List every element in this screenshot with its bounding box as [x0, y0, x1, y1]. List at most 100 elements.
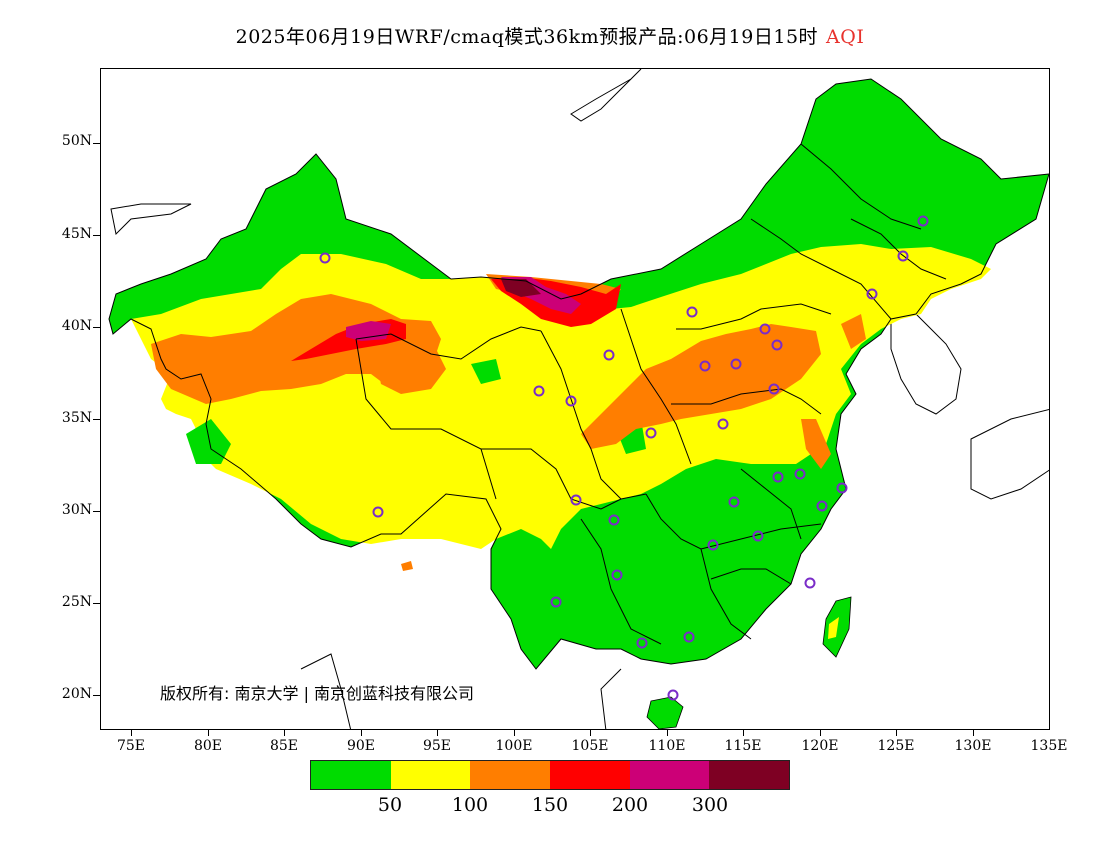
- province-boundary: [355, 338, 497, 500]
- lat-tick: [93, 235, 101, 236]
- station-marker: [570, 494, 582, 506]
- station-marker: [611, 569, 623, 581]
- station-marker: [794, 468, 806, 480]
- title-variable: AQI: [826, 26, 865, 48]
- lon-tick: [361, 729, 362, 736]
- lat-label: 45N: [61, 226, 92, 242]
- map-title: 2025年06月19日WRF/cmaq模式36km预报产品:06月19日15时 A…: [0, 22, 1100, 49]
- station-marker: [866, 288, 878, 300]
- province-boundary: [800, 143, 922, 230]
- station-marker: [771, 339, 783, 351]
- station-marker: [645, 427, 657, 439]
- lon-label: 125E: [877, 738, 915, 754]
- province-boundary: [355, 326, 542, 360]
- lon-label: 85E: [269, 738, 299, 754]
- province-boundary: [710, 568, 792, 585]
- station-marker: [707, 539, 719, 551]
- lon-tick: [820, 729, 821, 736]
- kazakh-lake: [110, 203, 192, 236]
- baikal-lake: [570, 69, 642, 122]
- province-boundary: [676, 303, 832, 330]
- aqi-legend: [310, 760, 790, 790]
- lon-label: 120E: [801, 738, 839, 754]
- copyright-text: 版权所有: 南京大学 | 南京创蓝科技有限公司: [160, 684, 475, 703]
- lat-tick: [93, 419, 101, 420]
- lat-label: 50N: [61, 133, 92, 149]
- lat-label: 30N: [61, 502, 92, 518]
- lat-label: 20N: [61, 686, 92, 702]
- lat-tick: [93, 143, 101, 144]
- aqi-map: [108, 69, 1049, 729]
- lon-label: 130E: [954, 738, 992, 754]
- lon-label: 105E: [571, 738, 609, 754]
- lon-tick: [437, 729, 438, 736]
- station-marker: [752, 530, 764, 542]
- station-marker: [772, 471, 784, 483]
- title-text: 2025年06月19日WRF/cmaq模式36km预报产品:06月19日15时: [235, 26, 819, 48]
- legend-swatch: [470, 761, 551, 789]
- province-boundary: [740, 468, 802, 540]
- province-boundary: [620, 308, 692, 465]
- lon-tick: [743, 729, 744, 736]
- china-border: [108, 78, 1049, 670]
- lon-label: 115E: [724, 738, 762, 754]
- station-marker: [717, 418, 729, 430]
- station-marker: [603, 349, 615, 361]
- station-marker: [816, 500, 828, 512]
- legend-swatch: [550, 761, 630, 789]
- lon-label: 100E: [495, 738, 533, 754]
- legend-threshold: 200: [611, 794, 649, 816]
- legend-swatch: [629, 761, 710, 789]
- japan-coast: [970, 408, 1049, 500]
- lon-tick: [896, 729, 897, 736]
- station-marker: [699, 360, 711, 372]
- lat-label: 35N: [61, 410, 92, 426]
- lat-tick: [93, 695, 101, 696]
- province-boundary: [750, 218, 892, 320]
- lon-tick: [284, 729, 285, 736]
- taiwan-yellow-patch: [828, 617, 839, 639]
- lon-tick: [514, 729, 515, 736]
- legend-swatch: [390, 761, 471, 789]
- lat-tick: [93, 511, 101, 512]
- lon-tick: [208, 729, 209, 736]
- station-marker: [836, 482, 848, 494]
- station-marker: [319, 252, 331, 264]
- lat-tick: [93, 603, 101, 604]
- lon-label: 75E: [116, 738, 146, 754]
- legend-threshold: 300: [691, 794, 729, 816]
- lon-label: 95E: [422, 738, 452, 754]
- lon-tick: [590, 729, 591, 736]
- lat-label: 25N: [61, 594, 92, 610]
- station-marker: [636, 637, 648, 649]
- lon-label: 80E: [193, 738, 223, 754]
- station-marker: [565, 395, 577, 407]
- province-boundary: [540, 330, 622, 500]
- province-boundary: [580, 518, 662, 645]
- province-boundary: [850, 218, 947, 280]
- aqi-zone-usg: [401, 561, 413, 571]
- lon-label: 110E: [648, 738, 686, 754]
- india-coast: [300, 653, 352, 729]
- station-marker: [917, 215, 929, 227]
- station-marker: [667, 689, 679, 701]
- station-marker: [372, 506, 384, 518]
- lon-tick: [973, 729, 974, 736]
- legend-swatch: [311, 761, 391, 789]
- station-marker: [768, 383, 780, 395]
- station-marker: [728, 496, 740, 508]
- province-boundary: [700, 548, 752, 640]
- station-marker: [686, 306, 698, 318]
- map-panel: [100, 68, 1050, 730]
- korea-coast: [890, 308, 962, 415]
- legend-threshold: 50: [377, 794, 403, 816]
- station-marker: [533, 385, 545, 397]
- aqi-zone-usg: [801, 419, 831, 469]
- aqi-zone-usg: [581, 324, 821, 449]
- lon-label: 135E: [1030, 738, 1068, 754]
- station-marker: [730, 358, 742, 370]
- station-marker: [804, 577, 816, 589]
- lon-tick: [667, 729, 668, 736]
- station-marker: [759, 323, 771, 335]
- aqi-zone-usg: [841, 314, 866, 349]
